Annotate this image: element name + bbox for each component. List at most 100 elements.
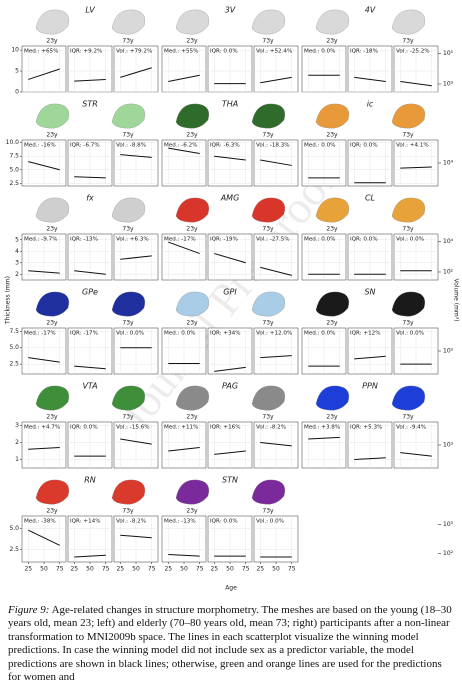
- x-tick-label: 50: [180, 566, 188, 573]
- trend-line: [28, 270, 60, 274]
- panel-label: Med.: -6.2%: [164, 143, 198, 149]
- y-tick-label: 10: [11, 47, 19, 54]
- young-label: 23y: [326, 414, 338, 421]
- structure-name: GPI: [223, 288, 237, 297]
- trend-line: [74, 270, 106, 275]
- x-tick-label: 75: [102, 566, 110, 573]
- mesh-young: [175, 197, 210, 223]
- trend-line: [168, 74, 200, 83]
- panel-label: IQR: -13%: [70, 237, 98, 243]
- panel-label: IQR: 0.0%: [350, 237, 378, 243]
- mesh-old: [251, 9, 286, 35]
- panel-label: Med.: -13%: [164, 519, 196, 525]
- panel-label: Med.: +65%: [24, 49, 58, 55]
- panel-label: Med.: +55%: [164, 49, 198, 55]
- panel-label: Vol.: +6.3%: [116, 237, 149, 243]
- mesh-old: [251, 385, 286, 411]
- trend-line: [400, 166, 432, 169]
- trend-line: [74, 554, 106, 558]
- y2-tick-label: 10²: [443, 550, 454, 557]
- panel-label: IQR: 0.0%: [70, 425, 98, 431]
- x-tick-label: 50: [272, 566, 280, 573]
- young-label: 23y: [186, 508, 198, 515]
- trend-line: [260, 266, 292, 276]
- y-tick-label: 3: [15, 259, 19, 266]
- panel-label: Vol.: 0.0%: [396, 331, 424, 337]
- panel-label: Vol.: +52.4%: [256, 49, 292, 55]
- panel-label: Med.: +3.8%: [304, 425, 340, 431]
- panel-label: Med.: +11%: [164, 425, 198, 431]
- x-tick-label: 50: [226, 566, 234, 573]
- panel-label: Vol.: +4.1%: [396, 143, 429, 149]
- x-tick-label: 25: [164, 566, 172, 573]
- trend-line: [74, 78, 106, 82]
- y-tick-label: 5: [15, 236, 19, 243]
- trend-line: [120, 154, 152, 158]
- panel-label: IQR: -19%: [210, 237, 238, 243]
- old-label: 73y: [262, 132, 274, 139]
- old-label: 73y: [262, 320, 274, 327]
- mesh-young: [175, 479, 210, 505]
- y-tick-label: 5.0: [9, 344, 19, 351]
- x-tick-label: 50: [40, 566, 48, 573]
- trend-line: [120, 255, 152, 260]
- mesh-young: [175, 9, 210, 35]
- panel-label: Vol.: -15.6%: [116, 425, 150, 431]
- x-tick-label: 50: [86, 566, 94, 573]
- y-tick-label: 10.0: [6, 139, 20, 146]
- young-label: 23y: [46, 226, 58, 233]
- structure-name: THA: [222, 100, 238, 109]
- structure-name: STR: [82, 100, 98, 109]
- mesh-old: [251, 197, 286, 223]
- panel-label: Med.: -17%: [164, 237, 196, 243]
- y2-tick-label: 10⁵: [443, 50, 454, 57]
- x-tick-label: 75: [148, 566, 156, 573]
- mesh-old: [111, 291, 146, 317]
- panel-label: Vol.: 0.0%: [256, 519, 284, 525]
- panel-label: Med.: 0.0%: [304, 49, 335, 55]
- trend-line: [168, 553, 200, 557]
- panel-label: IQR: +16%: [210, 425, 241, 431]
- old-label: 73y: [262, 226, 274, 233]
- panel-label: Vol.: 0.0%: [116, 331, 144, 337]
- young-label: 23y: [186, 414, 198, 421]
- figure: Thickness (mm) Volume (mm³) Age Journal …: [5, 6, 460, 592]
- trend-line: [400, 81, 432, 87]
- panel-label: Vol.: -8.8%: [116, 143, 146, 149]
- panel-label: Vol.: -8.2%: [116, 519, 146, 525]
- young-label: 23y: [186, 320, 198, 327]
- trend-line: [308, 436, 340, 440]
- mesh-old: [251, 103, 286, 129]
- y-tick-label: 4: [15, 248, 19, 255]
- mesh-young: [175, 385, 210, 411]
- mesh-young: [35, 197, 70, 223]
- x-tick-label: 50: [132, 566, 140, 573]
- structure-name: VTA: [82, 382, 97, 391]
- panel-label: Med.: -16%: [24, 143, 56, 149]
- young-label: 23y: [186, 132, 198, 139]
- panel-label: Vol.: -27.5%: [256, 237, 290, 243]
- panel-label: Vol.: +79.2%: [116, 49, 152, 55]
- old-label: 73y: [122, 320, 134, 327]
- panel-label: Med.: 0.0%: [304, 143, 335, 149]
- mesh-young: [175, 103, 210, 129]
- caption: Figure 9: Age-related changes in structu…: [8, 604, 454, 680]
- y-tick-label: 0: [15, 89, 19, 96]
- trend-line: [260, 355, 292, 359]
- caption-text: Age-related changes in structure morphom…: [8, 604, 452, 680]
- x-axis-label: Age: [225, 585, 237, 592]
- y-tick-label: 2: [15, 439, 19, 446]
- trend-line: [168, 447, 200, 452]
- mesh-old: [391, 103, 426, 129]
- panel-label: Vol.: -8.2%: [256, 425, 286, 431]
- young-label: 23y: [46, 38, 58, 45]
- panel-label: IQR: +12%: [350, 331, 381, 337]
- y2-tick-label: 10³: [443, 80, 454, 87]
- young-label: 23y: [46, 508, 58, 515]
- structure-name: SN: [364, 288, 375, 297]
- structure-name: GPe: [82, 288, 98, 297]
- trend-line: [28, 447, 60, 450]
- panel-label: IQR: +9.2%: [70, 49, 102, 55]
- trend-line: [260, 159, 292, 166]
